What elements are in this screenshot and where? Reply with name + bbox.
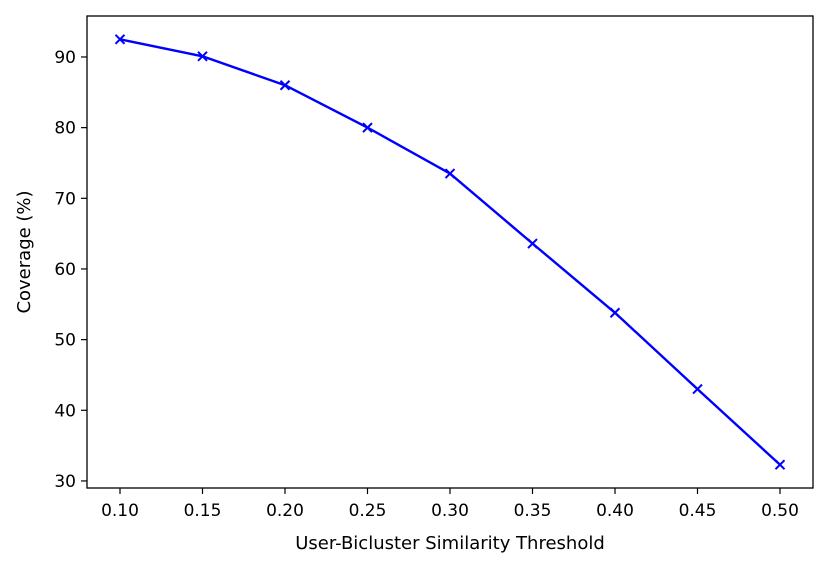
plot-background bbox=[87, 16, 813, 488]
data-point-marker bbox=[527, 238, 538, 249]
y-tick-label: 90 bbox=[54, 48, 76, 68]
data-point-marker bbox=[609, 307, 621, 318]
x-tick-label: 0.30 bbox=[431, 501, 469, 521]
data-point-marker bbox=[444, 168, 456, 179]
x-axis-title: User-Bicluster Similarity Threshold bbox=[295, 533, 605, 554]
y-tick-label: 40 bbox=[54, 401, 76, 421]
y-tick-label: 30 bbox=[54, 472, 76, 492]
data-point-marker bbox=[774, 459, 786, 470]
y-tick-label: 80 bbox=[54, 119, 76, 139]
x-tick-label: 0.20 bbox=[266, 501, 304, 521]
data-point-marker bbox=[197, 51, 208, 62]
x-tick-label: 0.15 bbox=[184, 501, 222, 521]
x-tick-label: 0.35 bbox=[514, 501, 552, 521]
y-axis-title: Coverage (%) bbox=[14, 190, 35, 313]
data-point-marker bbox=[362, 122, 373, 133]
series-layer bbox=[114, 34, 786, 470]
plot-frame bbox=[86, 15, 814, 489]
data-point-marker bbox=[692, 383, 703, 395]
y-tick-label: 60 bbox=[54, 260, 76, 280]
x-axis: 0.10 0.15 0.20 0.25 0.30 0.35 0.40 0.45 0.50 bbox=[101, 488, 799, 521]
x-tick-label: 0.45 bbox=[679, 501, 717, 521]
x-tick-label: 0.25 bbox=[349, 501, 387, 521]
x-tick-label: 0.40 bbox=[596, 501, 634, 521]
data-point-marker bbox=[114, 34, 126, 45]
x-tick-label: 0.10 bbox=[101, 501, 139, 521]
y-axis: 30 40 50 60 70 80 90 bbox=[54, 48, 87, 492]
data-point-marker bbox=[279, 80, 291, 91]
x-tick-label: 0.50 bbox=[761, 501, 799, 521]
y-tick-label: 50 bbox=[54, 331, 76, 351]
y-tick-label: 70 bbox=[54, 189, 76, 209]
